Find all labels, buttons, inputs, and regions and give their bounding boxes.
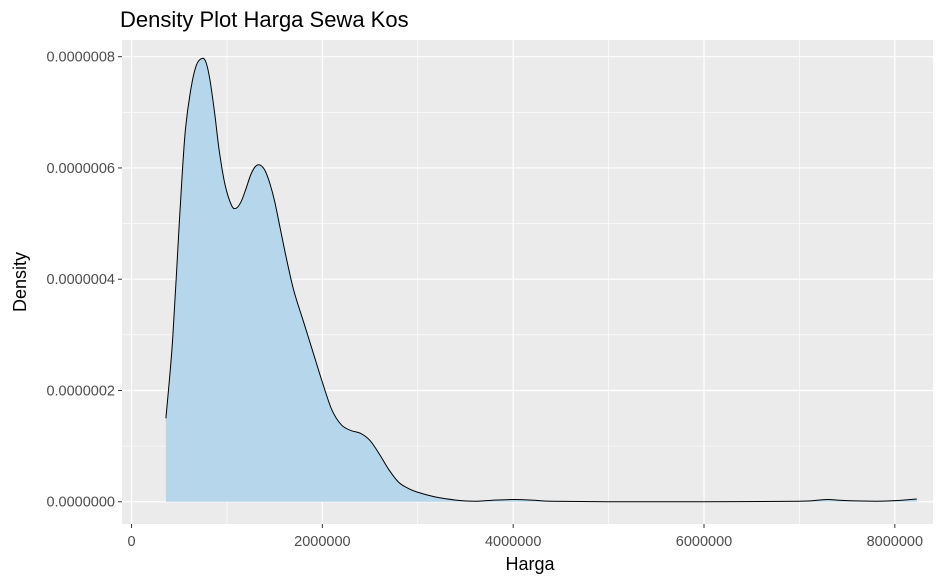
y-tick-label: 0.0000006 [46,161,115,177]
x-axis-ticks: 0 2000000 4000000 6000000 8000000 [128,524,923,550]
y-tick-label: 0.0000004 [46,272,115,288]
y-axis-ticks: 0.0000000 0.0000002 0.0000004 0.0000006 0.00… [46,50,122,511]
x-tick-label: 8000000 [867,534,923,550]
x-tick-label: 2000000 [294,534,350,550]
density-curve [165,57,917,503]
density-area [165,58,917,502]
x-tick-label: 6000000 [676,534,732,550]
x-tick-label: 0 [128,534,136,550]
x-axis-label: Harga [505,554,555,574]
y-tick-label: 0.0000000 [46,495,115,511]
y-tick-label: 0.0000002 [46,383,115,399]
y-axis-label: Density [10,252,30,312]
minor-gridlines [122,40,933,524]
chart-title: Density Plot Harga Sewa Kos [120,7,409,32]
x-tick-label: 4000000 [485,534,541,550]
y-tick-label: 0.0000008 [46,50,115,66]
